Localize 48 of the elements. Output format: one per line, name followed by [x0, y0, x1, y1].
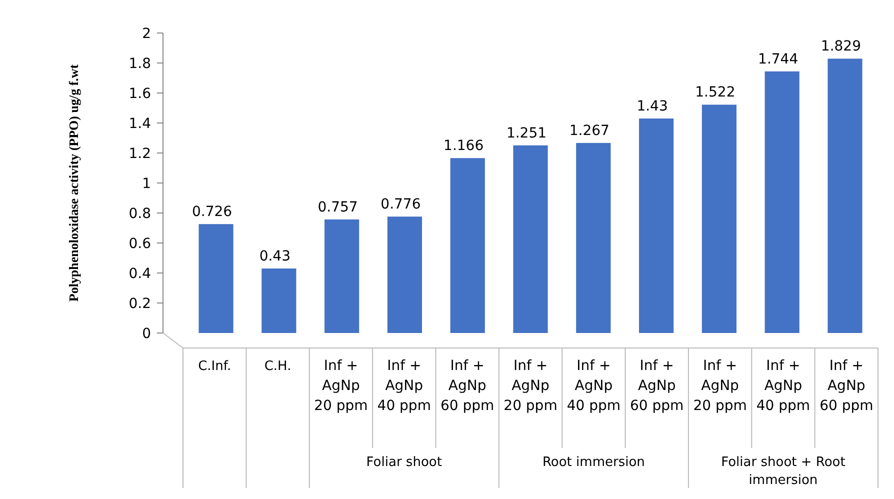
data-label: 0.776 [380, 196, 421, 213]
bar [828, 58, 862, 333]
x-tick-label: Inf + AgNp 20 ppm [693, 358, 747, 414]
x-tick-label: Inf + AgNp 60 ppm [440, 358, 494, 414]
x-tick-label: Inf + AgNp 20 ppm [314, 358, 368, 414]
text: Foliar shoot + Root immersion [721, 455, 846, 488]
bar [702, 104, 736, 333]
y-tick-label: 1.6 [128, 86, 152, 102]
x-tick-label: Inf + AgNp 40 ppm [377, 358, 431, 414]
bar [450, 158, 485, 333]
y-tick-label: 0 [142, 326, 151, 342]
y-tick-label: 0.2 [128, 296, 151, 312]
y-tick-label: 1.2 [128, 146, 151, 162]
y-tick-label: 1 [142, 176, 151, 192]
bar [638, 118, 674, 333]
data-label: 1.522 [695, 84, 736, 101]
data-label: 1.166 [444, 138, 484, 154]
x-tick-label: Inf + AgNp 40 ppm [566, 358, 621, 414]
x-tick-label: Inf + AgNp 60 ppm [630, 358, 684, 414]
data-label: 0.43 [259, 248, 290, 264]
bar [324, 219, 360, 333]
x-tick-label: C.H. [264, 359, 292, 374]
data-label: 1.829 [820, 38, 862, 55]
y-tick-label: 1.4 [128, 116, 152, 132]
y-tick-label: 1.8 [128, 56, 151, 72]
y-tick-label: 2 [142, 26, 151, 42]
data-label: 1.267 [569, 122, 610, 139]
data-label: 0.757 [318, 199, 358, 216]
y-tick-label: 0.4 [128, 266, 152, 282]
y-tick-label: 0.6 [128, 236, 152, 252]
bar [513, 145, 548, 333]
y-tick-label: 0.8 [128, 206, 151, 222]
x-tick-label: Inf + AgNp 60 ppm [820, 358, 874, 414]
x-tick-label: Inf + AgNp 20 ppm [504, 358, 558, 414]
text: Foliar shoot [366, 455, 442, 470]
data-label: 0.726 [192, 204, 232, 220]
data-label: 1.744 [758, 51, 798, 68]
bar [576, 142, 611, 333]
bar [387, 216, 422, 333]
y-axis-title: Polyphenoloxidase activity (PPO) ug/g f.wt [66, 64, 81, 302]
text: Root immersion [542, 455, 645, 470]
data-label: 1.43 [636, 98, 668, 114]
bar [198, 224, 234, 333]
bar [764, 71, 800, 333]
data-label: 1.251 [506, 125, 547, 142]
x-tick-label: C.Inf. [198, 359, 232, 374]
x-tick-label: Inf + AgNp 40 ppm [756, 358, 810, 414]
bar [262, 268, 296, 333]
